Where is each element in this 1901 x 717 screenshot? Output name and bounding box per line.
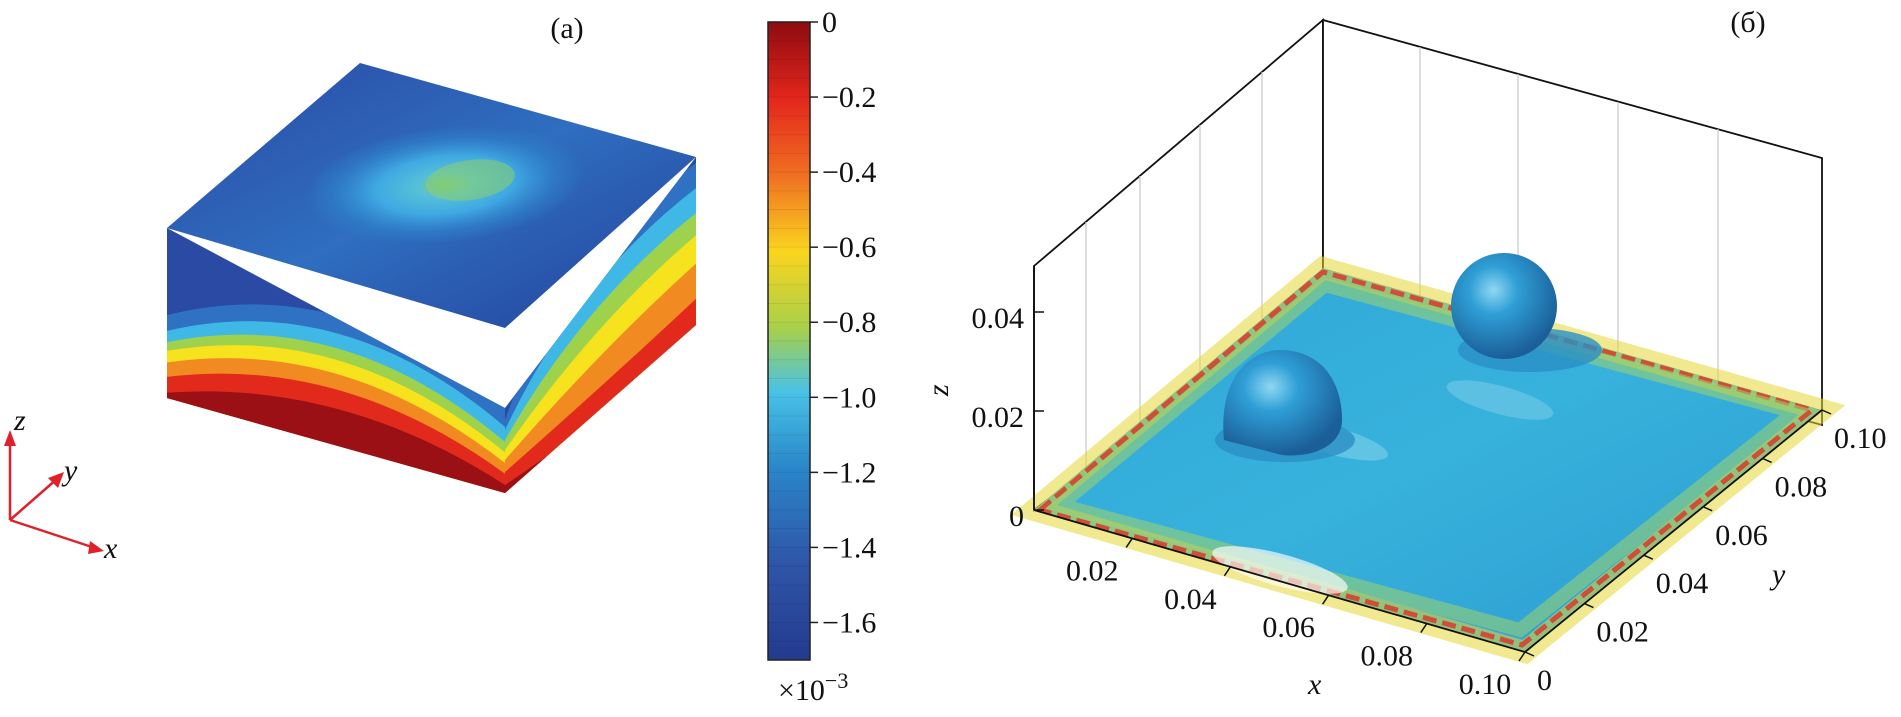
colorbar-tick-label: −0.2 xyxy=(822,81,876,114)
z-tick-label: 0.04 xyxy=(972,302,1025,335)
droplet-sphere-left xyxy=(1223,350,1342,456)
x-tick-mark xyxy=(1321,594,1330,605)
colorbar-tick-label: −0.8 xyxy=(822,306,876,339)
colorbar-tick-label: −1.4 xyxy=(822,531,876,564)
y-tick-mark xyxy=(1762,457,1772,464)
z-axis-label: z xyxy=(922,384,955,397)
y-tick-label: 0 xyxy=(1537,664,1552,697)
x-tick-mark xyxy=(1518,651,1526,662)
panel-b-label: (б) xyxy=(1730,6,1765,39)
x-tick-label: 0.06 xyxy=(1262,611,1315,644)
y-axis: 0 0.020.040.060.080.10 xyxy=(1524,409,1887,697)
y-tick-mark xyxy=(1643,554,1654,560)
colorbar-tick-label: 0 xyxy=(822,6,837,39)
x-tick-label: 0.10 xyxy=(1459,668,1512,701)
colorbar-tick-label: −1.6 xyxy=(822,606,876,639)
y-tick-mark xyxy=(1702,506,1713,512)
colorbar-tick-label: −0.6 xyxy=(822,231,876,264)
y-axis-label: y xyxy=(1769,558,1786,591)
x-tick-mark xyxy=(1223,566,1232,577)
y-tick-mark xyxy=(1584,602,1594,609)
panel-a: (a) xyxy=(4,12,696,565)
x-tick-mark xyxy=(1125,537,1133,548)
y-tick-label: 0.02 xyxy=(1596,616,1649,649)
axis-triad-x-label: x xyxy=(103,532,118,565)
colorbar: 0 −0.2 −0.4 −0.6 −0.8 −1.0 −1.2 −1.4 −1.6 ×10−3 xyxy=(767,6,876,707)
z-tick-label: 0 xyxy=(1009,500,1024,533)
z-axis: 0 0.02 0.04 xyxy=(972,302,1044,533)
colorbar-gradient xyxy=(767,21,811,661)
colorbar-tick-label: −1.0 xyxy=(822,381,876,414)
y-tick-mark xyxy=(1524,651,1535,657)
axis-triad xyxy=(8,440,96,550)
colorbar-tick-label: −1.2 xyxy=(822,456,876,489)
y-tick-mark xyxy=(1821,409,1832,415)
colorbar-multiplier-exponent: −3 xyxy=(825,668,848,693)
x-tick-label: 0.08 xyxy=(1361,640,1414,673)
colorbar-multiplier: ×10−3 xyxy=(778,668,848,707)
panel-a-label: (a) xyxy=(550,12,583,45)
x-axis-label: x xyxy=(1307,668,1322,701)
panel-b: (б) 0.020.040.060.08 xyxy=(922,6,1887,701)
x-tick-label: 0.04 xyxy=(1164,583,1217,616)
axis-triad-y-label: y xyxy=(61,454,78,487)
x-tick-mark xyxy=(1420,623,1428,634)
axis-triad-z-label: z xyxy=(13,404,26,437)
x-tick-label: 0.02 xyxy=(1066,554,1119,587)
colorbar-tick-label: −0.4 xyxy=(822,156,876,189)
y-tick-label: 0.08 xyxy=(1775,470,1828,503)
x-axis: 0.02 0.04 0.06 0.08 0.10 xyxy=(1066,537,1526,701)
y-tick-label: 0.10 xyxy=(1834,422,1887,455)
y-tick-label: 0.06 xyxy=(1715,519,1768,552)
y-tick-label: 0.04 xyxy=(1656,567,1709,600)
colorbar-multiplier-base: ×10 xyxy=(778,674,825,707)
droplet-sphere-right xyxy=(1451,253,1557,359)
z-tick-label: 0.02 xyxy=(972,401,1025,434)
